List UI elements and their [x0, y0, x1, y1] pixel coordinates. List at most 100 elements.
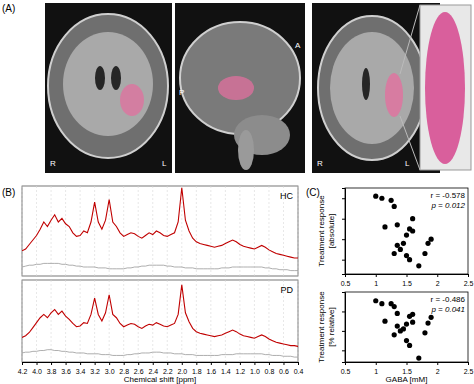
grid-line: [167, 186, 168, 276]
x-tick: 1.6: [206, 362, 216, 375]
point: [401, 326, 406, 331]
x-tick-label: 0.5: [341, 368, 351, 375]
x-tick-label: 1.5: [402, 280, 412, 287]
y-tick-mark: [342, 239, 345, 240]
grid-line: [109, 280, 110, 362]
x-tick: 1.5: [402, 362, 412, 375]
grid-line: [268, 186, 269, 276]
plot-frame: [22, 280, 298, 362]
y-axis-title: Treatment response: [317, 195, 326, 267]
x-tick-mark: [254, 362, 255, 365]
grid-line: [239, 280, 240, 362]
point: [382, 224, 387, 229]
plot-area: [373, 298, 434, 361]
grid-line: [210, 186, 211, 276]
x-tick: 1: [374, 274, 378, 287]
y-tick: [342, 311, 345, 312]
inset: [420, 5, 471, 170]
grid-line: [22, 280, 23, 362]
spectrum-line: [22, 350, 298, 357]
ventricle: [95, 66, 105, 90]
point: [407, 257, 412, 262]
x-tick-mark: [269, 362, 270, 365]
x-tick: 1.5: [402, 274, 412, 287]
point: [422, 330, 427, 335]
x-tick-mark: [211, 362, 212, 365]
x-tick: 0.5: [341, 274, 351, 287]
voi: [120, 84, 144, 116]
grid-line: [123, 280, 124, 362]
x-tick-mark: [376, 274, 377, 277]
plot-area: [22, 285, 298, 357]
y-tick-mark: [342, 198, 345, 199]
grid-line: [94, 280, 95, 362]
grid-line: [51, 186, 52, 276]
grid-line: [268, 280, 269, 362]
y-axis-title: [absolute]: [327, 214, 336, 249]
x-tick-mark: [138, 362, 139, 365]
x-tick: 2: [436, 274, 440, 287]
orientation-label: L: [162, 159, 167, 168]
x-tick-mark: [437, 274, 438, 277]
skull: [180, 22, 300, 134]
x-tick: 0.5: [341, 362, 351, 375]
inset-link: [400, 5, 420, 74]
point: [404, 338, 409, 343]
x-tick: 0.4: [294, 362, 304, 375]
point: [407, 343, 412, 348]
point: [425, 321, 430, 326]
grid-line: [298, 186, 299, 276]
x-axis-title: GABA [mM]: [386, 375, 428, 384]
point: [379, 301, 384, 306]
y-tick: [342, 260, 345, 261]
y-axis-line: [342, 293, 346, 363]
x-tick: 1: [374, 362, 378, 375]
stat-label: r = -0.578: [431, 191, 466, 200]
y-axis: [342, 293, 346, 363]
x-tick-label: 4.2: [18, 368, 28, 375]
plot-area: [373, 194, 434, 269]
spectrum-line: [22, 263, 298, 270]
x-tick-label: 1: [374, 368, 378, 375]
grid-line: [181, 186, 182, 276]
grid-line: [167, 280, 168, 362]
point: [395, 311, 400, 316]
x-tick-label: 3.4: [76, 368, 86, 375]
x-tick-label: 4.0: [32, 368, 42, 375]
y-tick: [342, 219, 345, 220]
x-axis: 4.24.03.83.63.43.23.02.82.62.42.22.01.81…: [18, 362, 304, 375]
spectrum-line: [22, 285, 298, 347]
grid-line: [225, 280, 226, 362]
x-tick-mark: [153, 362, 154, 365]
x-tick: 4.0: [32, 362, 42, 375]
grid-line: [138, 186, 139, 276]
y-tick-mark: [342, 292, 345, 293]
x-tick: 3.4: [76, 362, 86, 375]
x-tick-label: 0.5: [341, 280, 351, 287]
point: [382, 319, 387, 324]
x-tick: 1.8: [192, 362, 202, 375]
x-tick-mark: [298, 362, 299, 365]
point: [401, 241, 406, 246]
x-tick-label: 2.5: [464, 280, 474, 287]
x-tick-mark: [240, 362, 241, 365]
plot-frame: [22, 186, 298, 276]
point: [410, 312, 415, 317]
white-matter: [330, 32, 414, 144]
orientation-label: R: [50, 159, 56, 168]
x-tick-label: 2.5: [464, 368, 474, 375]
orientation-label: A: [295, 41, 301, 50]
x-tick: 2.0: [177, 362, 187, 375]
point: [410, 216, 415, 221]
x-tick: 3.6: [61, 362, 71, 375]
grid-line: [210, 280, 211, 362]
x-tick-mark: [167, 362, 168, 365]
grid-line: [36, 186, 37, 276]
panel-label: (C): [306, 187, 320, 198]
grid-line: [254, 280, 255, 362]
x-axis-title: Chemical shift [ppm]: [124, 375, 196, 384]
point: [404, 232, 409, 237]
stat-label: p = 0.041: [430, 305, 465, 314]
x-tick: 2.6: [134, 362, 144, 375]
grid-line: [152, 186, 153, 276]
